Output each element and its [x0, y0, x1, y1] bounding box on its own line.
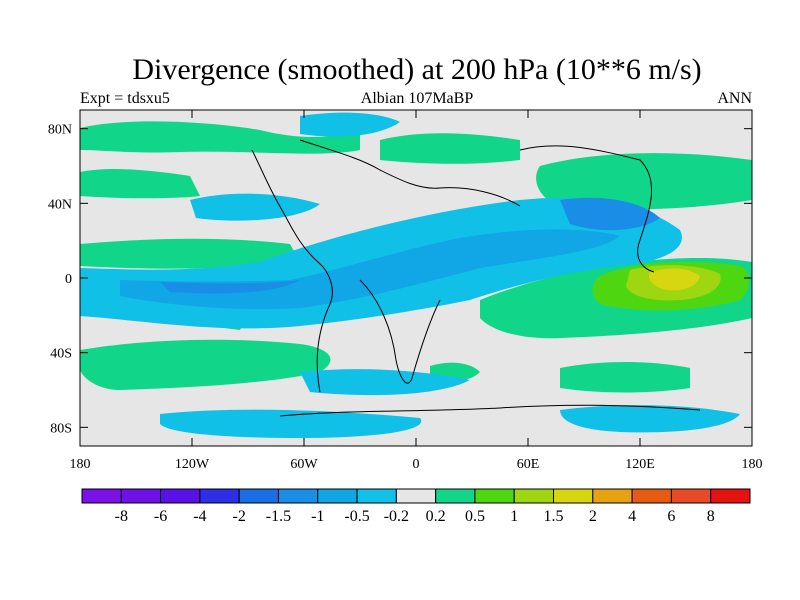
y-tick-label: 80S [50, 421, 72, 436]
colorbar: -8 -6 -4 -2 -1.5 -1 -0.5 -0.2 0.2 0.5 1 1.5 2 4 6 8 [81, 488, 751, 525]
colorbar-swatch [277, 488, 319, 504]
colorbar-swatch [81, 488, 122, 504]
colorbar-level-label: -4 [193, 508, 206, 525]
colorbar-swatch [120, 488, 162, 504]
colorbar-swatch [435, 488, 476, 504]
coast-africa [359, 279, 441, 384]
x-tick-label: 120W [175, 457, 210, 472]
x-tick-label: 180 [70, 457, 91, 472]
paleo-coastlines [251, 139, 701, 417]
conv-equatorial-strong [160, 280, 300, 294]
band-eurasia [380, 133, 520, 164]
colorbar-level-label: -2 [233, 508, 246, 525]
colorbar-level-label: 2 [589, 508, 597, 525]
coast-north-america [251, 149, 333, 393]
colorbar-swatch [199, 488, 240, 504]
max-west-pacific-core [648, 268, 700, 291]
colorbar-level-label: 1 [510, 508, 518, 525]
colorbar-swatch [474, 488, 515, 504]
colorbar-swatch [395, 488, 437, 504]
x-tick-label: 120E [625, 457, 655, 472]
band-north-subtropic [80, 169, 200, 199]
conv-south-polar [160, 409, 422, 438]
band-north-pacific [80, 121, 360, 154]
colorbar-level-label: 0.2 [426, 508, 446, 525]
colorbar-swatch [631, 488, 672, 504]
band-north-atlantic [536, 153, 752, 210]
colorbar-swatch [356, 488, 397, 504]
experiment-label: Expt = tdsxu5 [80, 90, 170, 107]
colorbar-level-label: -8 [115, 508, 128, 525]
x-tick-label: 60E [517, 457, 540, 472]
colorbar-level-label: 4 [628, 508, 636, 525]
colorbar-swatch [710, 488, 751, 504]
conv-south-polar-east [560, 405, 740, 433]
colorbar-swatch [317, 488, 358, 504]
colorbar-level-label: 6 [667, 508, 675, 525]
band-south-pacific [80, 339, 331, 390]
colorbar-swatch [553, 488, 594, 504]
map-axes: 180 120W 60W 0 60E 120E 180 80N 40N 0 40S 80S [48, 110, 763, 472]
y-tick-label: 80N [48, 123, 72, 138]
conv-asia [560, 197, 660, 231]
chart-title: Divergence (smoothed) at 200 hPa (10**6 … [132, 53, 702, 86]
x-tick-label: 60W [290, 457, 318, 472]
y-tick-label: 40S [50, 347, 72, 362]
conv-north-mid [190, 193, 320, 221]
y-tick-label: 0 [65, 272, 72, 287]
x-tick-label: 0 [413, 457, 420, 472]
colorbar-level-label: 8 [707, 508, 715, 525]
colorbar-swatch [513, 488, 555, 504]
colorbar-level-label: -1 [311, 508, 324, 525]
colorbar-swatch [238, 488, 279, 504]
colorbar-level-label: -0.2 [384, 508, 409, 525]
coast-antarctica [279, 404, 701, 417]
x-tick-label: 180 [742, 457, 763, 472]
divergence-field [80, 110, 752, 446]
colorbar-level-label: -0.5 [344, 508, 369, 525]
colorbar-swatch [670, 488, 712, 504]
colorbar-level-label: 1.5 [544, 508, 564, 525]
colorbar-swatch [160, 488, 201, 504]
band-equatorial-north [80, 238, 300, 269]
coast-greenland-europe [299, 139, 521, 207]
y-tick-label: 40N [48, 197, 72, 212]
coast-asia [519, 145, 655, 273]
band-south-indian [560, 362, 690, 393]
colorbar-level-label: -6 [154, 508, 167, 525]
season-label: ANN [717, 90, 752, 107]
colorbar-level-label: -1.5 [266, 508, 291, 525]
conv-south-mid [300, 369, 470, 396]
conv-north-pacific [300, 112, 400, 137]
period-label: Albian 107MaBP [360, 90, 474, 107]
colorbar-level-label: 0.5 [465, 508, 485, 525]
colorbar-swatch [592, 488, 633, 504]
